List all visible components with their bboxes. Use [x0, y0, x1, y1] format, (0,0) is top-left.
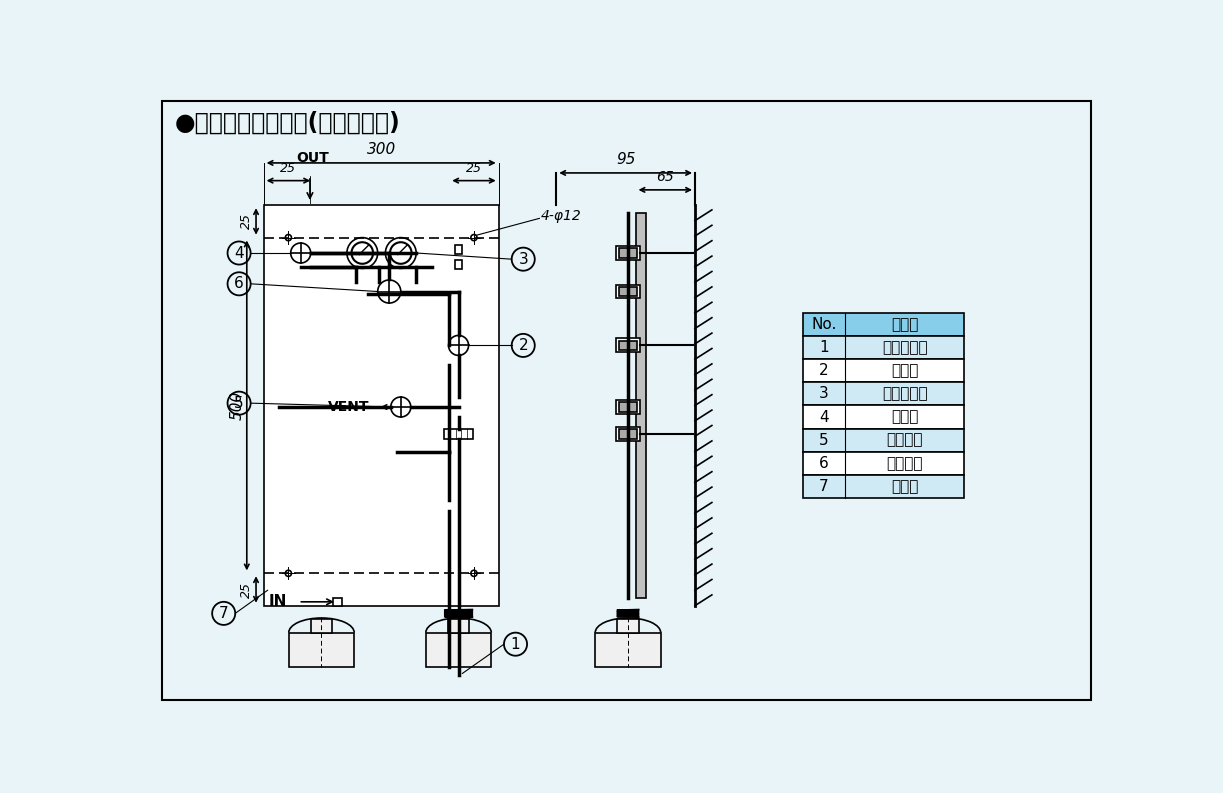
- Text: 5: 5: [819, 433, 829, 447]
- Text: 25: 25: [240, 213, 253, 229]
- Circle shape: [449, 335, 468, 355]
- Bar: [615, 400, 641, 414]
- Bar: [264, 205, 499, 606]
- Circle shape: [511, 247, 534, 270]
- Circle shape: [471, 570, 477, 577]
- Text: 5: 5: [235, 396, 243, 411]
- Text: 25: 25: [466, 163, 482, 175]
- Bar: [636, 213, 647, 598]
- Circle shape: [347, 238, 378, 268]
- Circle shape: [227, 272, 251, 295]
- Bar: [455, 244, 462, 254]
- Text: 4: 4: [235, 246, 243, 261]
- Circle shape: [471, 235, 477, 241]
- Circle shape: [391, 397, 411, 417]
- Circle shape: [385, 238, 416, 268]
- Bar: [311, 619, 333, 633]
- Circle shape: [227, 241, 251, 265]
- Text: 25: 25: [240, 581, 253, 597]
- Text: 65: 65: [657, 170, 674, 185]
- Text: 名　称: 名 称: [892, 317, 918, 332]
- Bar: [289, 633, 355, 667]
- Text: 300: 300: [367, 142, 396, 157]
- Circle shape: [291, 243, 311, 263]
- Bar: [444, 428, 473, 439]
- Circle shape: [285, 570, 291, 577]
- Bar: [802, 452, 965, 475]
- Bar: [615, 339, 641, 352]
- Bar: [455, 260, 462, 269]
- Text: 圧力調整器: 圧力調整器: [882, 386, 927, 401]
- Text: 6: 6: [819, 456, 829, 471]
- Bar: [619, 402, 637, 412]
- Text: 2: 2: [819, 363, 829, 378]
- Text: 4-φ12: 4-φ12: [541, 209, 582, 223]
- Text: 6: 6: [235, 276, 243, 291]
- Text: 95: 95: [616, 151, 636, 167]
- Text: 1: 1: [511, 637, 520, 652]
- Circle shape: [378, 280, 401, 303]
- Bar: [802, 359, 965, 382]
- Circle shape: [285, 235, 291, 241]
- Text: 容器連結管: 容器連結管: [882, 340, 927, 355]
- Text: VENT: VENT: [328, 400, 369, 414]
- Bar: [802, 405, 965, 428]
- Bar: [802, 313, 965, 336]
- Bar: [426, 633, 492, 667]
- Bar: [619, 341, 637, 350]
- Text: 3: 3: [519, 251, 528, 266]
- Text: OUT: OUT: [296, 151, 329, 165]
- Text: 出口弁: 出口弁: [892, 409, 918, 424]
- Bar: [619, 429, 637, 439]
- Circle shape: [511, 334, 534, 357]
- Text: パネル: パネル: [892, 479, 918, 494]
- Bar: [448, 619, 470, 633]
- Circle shape: [351, 242, 373, 264]
- Bar: [802, 382, 965, 405]
- Text: 4: 4: [819, 409, 829, 424]
- Bar: [802, 428, 965, 452]
- Text: 1: 1: [819, 340, 829, 355]
- Bar: [615, 246, 641, 260]
- Bar: [333, 598, 342, 606]
- Bar: [619, 287, 637, 296]
- Text: 7: 7: [219, 606, 229, 621]
- Bar: [615, 285, 641, 298]
- Text: ●一次減圧ユニット(低圧タイプ): ●一次減圧ユニット(低圧タイプ): [175, 111, 401, 135]
- Text: フィルタ: フィルタ: [887, 456, 923, 471]
- Bar: [615, 427, 641, 441]
- Bar: [618, 619, 638, 633]
- Text: 25: 25: [280, 163, 296, 175]
- Bar: [802, 336, 965, 359]
- Text: 入口弁: 入口弁: [892, 363, 918, 378]
- Circle shape: [390, 242, 412, 264]
- Circle shape: [212, 602, 235, 625]
- Text: IN: IN: [269, 594, 287, 609]
- Circle shape: [504, 633, 527, 656]
- Bar: [619, 248, 637, 258]
- Text: No.: No.: [811, 317, 837, 332]
- Text: 3: 3: [819, 386, 829, 401]
- Text: 7: 7: [819, 479, 829, 494]
- Text: 500: 500: [229, 391, 245, 420]
- Bar: [802, 475, 965, 498]
- Text: 2: 2: [519, 338, 528, 353]
- Circle shape: [227, 392, 251, 415]
- Bar: [596, 633, 660, 667]
- Text: パージ弁: パージ弁: [887, 433, 923, 447]
